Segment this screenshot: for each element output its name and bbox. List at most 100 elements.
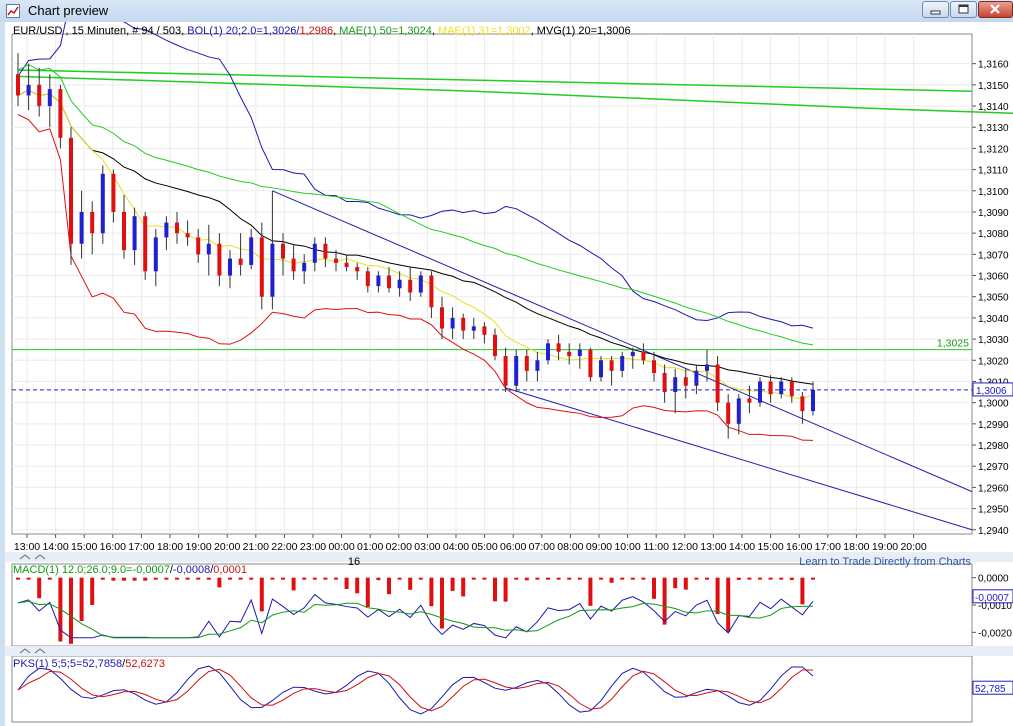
macd-hist-bar [800, 577, 805, 605]
macd-hist-bar [355, 577, 360, 594]
mvg-label: MVG(1) 20=1,3006 [536, 25, 631, 37]
macd-hist-bar [249, 577, 254, 580]
y-tick-label: 1,3040 [978, 314, 1009, 325]
candle-body [365, 271, 370, 287]
candle-body [514, 356, 519, 386]
candle-body [270, 243, 275, 297]
macd-hist-bar [440, 577, 444, 629]
pks-d-line [17, 668, 814, 712]
macd-hist-bar [111, 577, 116, 581]
separator: , [530, 25, 537, 37]
x-tick-label: 12:00 [672, 541, 698, 553]
candle-body [779, 381, 784, 395]
chart-area[interactable]: 1,3160 1,3150 1,3140 1,3130 1,3120 1,3110 1,31… [5, 22, 1013, 726]
pks-label: PKS(1) 5;5;5= [13, 658, 83, 670]
x-tick-label: 07:00 [529, 541, 555, 553]
macd-hist-bar [397, 577, 402, 580]
candle-body [471, 326, 476, 331]
macd-hist-bar [334, 577, 338, 580]
y-tick-label: 1,3050 [978, 293, 1009, 304]
candle-body [111, 173, 116, 212]
splitter-arrow-icon [19, 648, 46, 654]
x-tick-label: 19:00 [872, 541, 898, 553]
x-tick-label: 19:00 [185, 541, 211, 553]
macd-hist-bar [418, 577, 423, 580]
candle-body [164, 222, 169, 238]
macd-y-label: -0,0010 [978, 601, 1012, 612]
candle-body [312, 243, 317, 263]
candle-body [599, 360, 603, 378]
candle-body [196, 237, 201, 255]
macd-y-label: -0,0020 [978, 628, 1012, 639]
x-tick-label: 17:00 [815, 541, 841, 553]
macd-hist-bar [79, 577, 84, 622]
y-tick-label: 1,3140 [978, 102, 1009, 113]
title-bar: Chart preview [0, 0, 1013, 22]
candle-body [450, 317, 455, 329]
candle-body [705, 364, 709, 371]
bol-label: BOL(1) 20;2.0=1,3026/ [187, 25, 300, 37]
mae31-line [17, 89, 814, 400]
candle-body [334, 258, 338, 263]
candle-body [143, 216, 148, 272]
close-button[interactable] [978, 1, 1013, 18]
macd-hist-bar [789, 577, 794, 581]
macd-hist-bar [26, 577, 31, 580]
candle-body [683, 377, 688, 386]
mae50-line [17, 64, 814, 346]
macd-hist-bar [90, 577, 95, 605]
macd-hist-bar [461, 577, 466, 597]
y-tick-label: 1,2960 [978, 483, 1009, 494]
candle-body [281, 243, 285, 259]
candle-body [641, 351, 646, 361]
mae50-line-long [17, 75, 1013, 115]
y-tick-label: 1,3100 [978, 187, 1009, 198]
macd-hist-bar [238, 577, 243, 580]
candle-body [546, 343, 550, 361]
learn-link[interactable]: Learn to Trade Directly from Charts [799, 556, 971, 568]
pks-header: PKS(1) 5;5;5=52,7858/52,6273 [13, 658, 165, 670]
candle-body [100, 173, 105, 234]
x-tick-label: 04:00 [443, 541, 469, 553]
candle-body [206, 243, 211, 255]
y-tick-label: 1,3120 [978, 144, 1009, 155]
splitter-arrow-icon [19, 554, 46, 560]
macd-hist-bar [312, 577, 317, 580]
y-tick-label: 1,3090 [978, 208, 1009, 219]
macd-hist-bar [673, 577, 678, 589]
candle-body [153, 237, 158, 272]
candle-body [132, 216, 137, 251]
candle-body [175, 222, 179, 234]
candle-body [588, 349, 593, 378]
x-tick-label: 20:00 [214, 541, 240, 553]
x-tick-label: 14:00 [729, 541, 755, 553]
candle-body [291, 258, 296, 272]
x-tick-label: 03:00 [414, 541, 440, 553]
macd-hist-bar [100, 577, 105, 580]
candle-body [440, 307, 444, 329]
macd-hist-bar [556, 577, 561, 580]
macd-hist-bar [662, 577, 667, 625]
maximize-button[interactable] [950, 1, 977, 18]
x-tick-label: 05:00 [471, 541, 497, 553]
x-tick-label: 17:00 [128, 541, 154, 553]
candle-body [58, 89, 63, 138]
y-tick-label: 1,3060 [978, 272, 1009, 283]
pks-k-line [17, 665, 814, 715]
minimize-button[interactable] [922, 1, 949, 18]
close-icon [990, 4, 1000, 14]
mae50-label: MAE(1) 50=1,3024 [339, 25, 432, 37]
candle-body [652, 360, 656, 373]
macd-hist-bar [291, 577, 296, 591]
candle-body [535, 360, 540, 371]
candle-body [344, 262, 349, 268]
x-tick-label: 08:00 [557, 541, 583, 553]
macd-value-2: -0,0008 [172, 564, 211, 576]
price-tag-box [972, 382, 1013, 397]
x-tick-label: 15:00 [71, 541, 97, 553]
macd-hist-bar [365, 577, 370, 607]
macd-hist-bar [620, 577, 625, 580]
separator: / [122, 658, 126, 670]
x-tick-label: 02:00 [386, 541, 412, 553]
candle-body [376, 275, 381, 287]
